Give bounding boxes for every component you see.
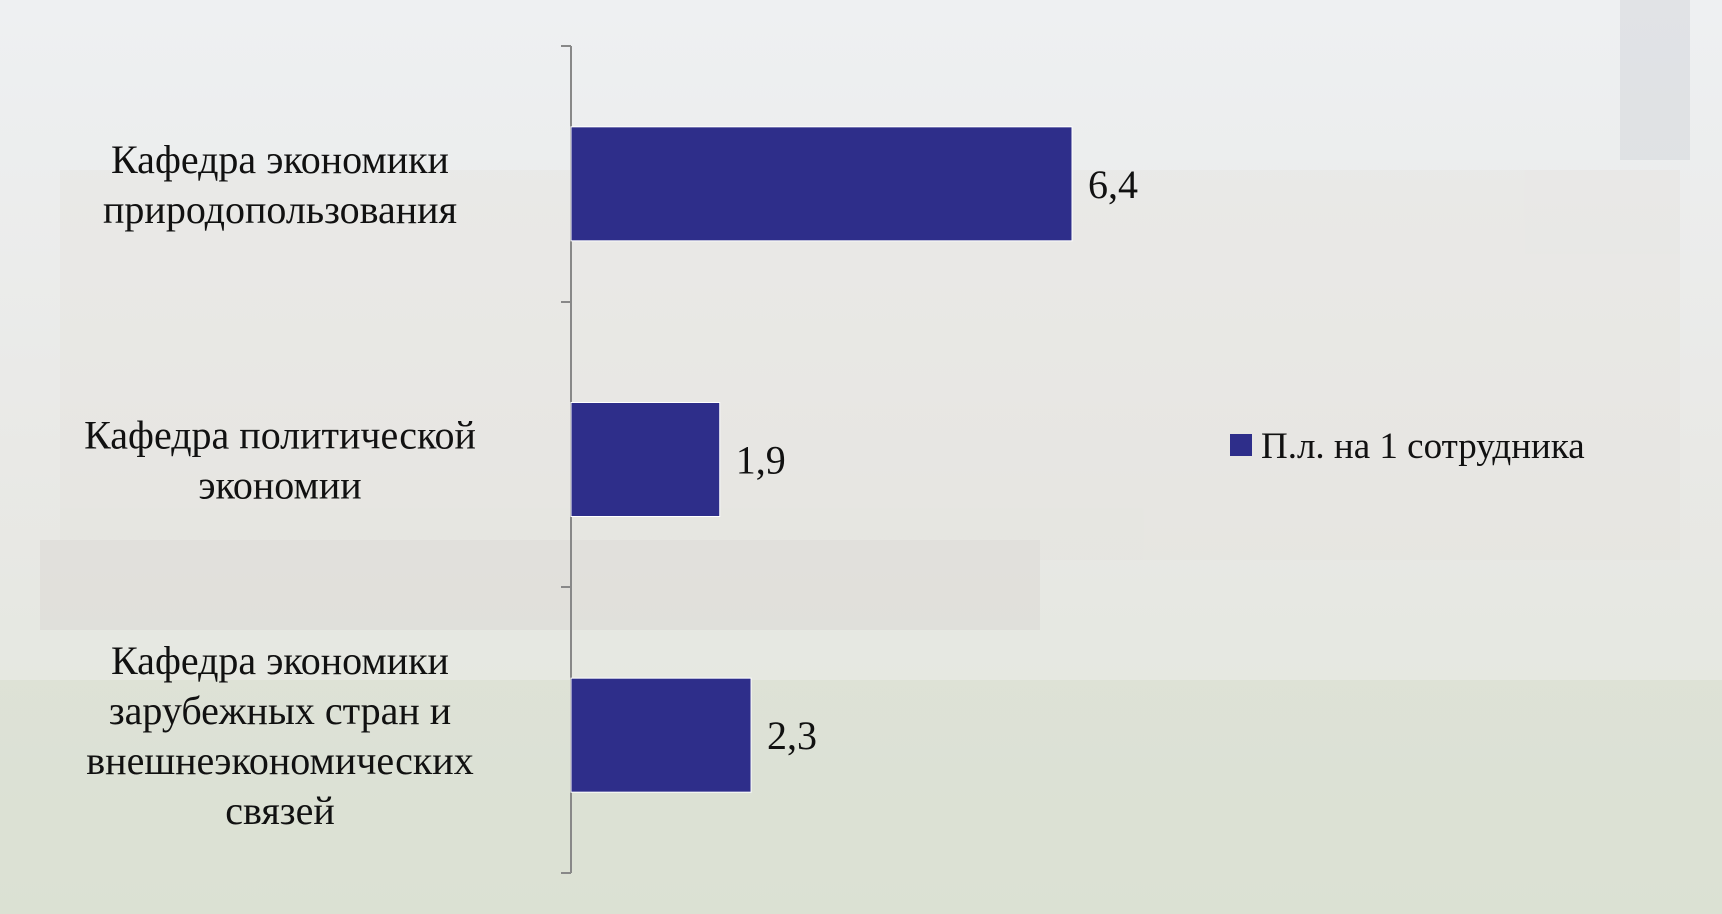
value-label: 1,9	[736, 438, 786, 483]
bar	[571, 127, 1072, 241]
value-label: 6,4	[1088, 162, 1138, 207]
value-label: 2,3	[767, 713, 817, 758]
legend-swatch	[1230, 434, 1252, 456]
bar	[571, 678, 751, 792]
chart: Кафедра экономикиприродопользованияКафед…	[0, 0, 1722, 914]
legend-label: П.л. на 1 сотрудника	[1261, 426, 1585, 467]
bar	[571, 403, 720, 517]
page: {"chart_data": {"type": "bar", "orientat…	[0, 0, 1722, 914]
